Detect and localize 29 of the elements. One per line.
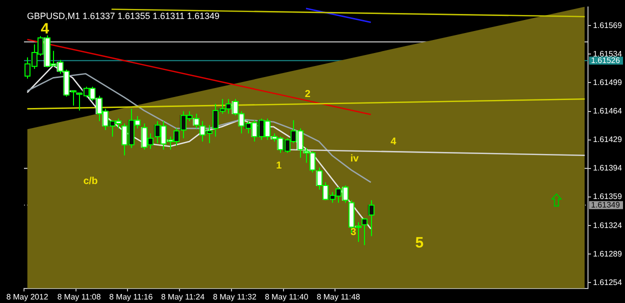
y-tick-label: 1.61534 <box>593 49 622 58</box>
y-tick-label: 1.61499 <box>593 78 622 87</box>
y-tick-label: 1.61324 <box>593 220 622 230</box>
x-tick-label: 8 May 11:24 <box>161 292 206 302</box>
annotation: 5 <box>415 234 424 252</box>
y-tick-label: 1.61289 <box>593 249 622 258</box>
annotation: 1 <box>276 160 282 172</box>
annotation: 4 <box>40 20 50 38</box>
y-tick-label: 1.61359 <box>593 192 622 202</box>
x-tick-label: 8 May 11:32 <box>212 292 257 302</box>
annotation: c/b <box>83 176 98 188</box>
candlestick <box>362 218 368 246</box>
y-tick-label: 1.61394 <box>593 164 622 173</box>
x-tick-label: 8 May 11:48 <box>316 292 361 302</box>
x-tick-label: 8 May 2012 <box>6 292 49 302</box>
y-tick-label: 1.61254 <box>593 278 622 287</box>
x-tick-label: 8 May 11:08 <box>57 292 102 302</box>
x-tick-label: 8 May 11:16 <box>109 292 154 302</box>
x-tick-label: 8 May 11:40 <box>264 292 309 302</box>
y-tick-label: 1.61569 <box>593 20 622 30</box>
annotation: 3 <box>350 226 357 238</box>
chart-title: GBPUSD,M1 1.61337 1.61355 1.61311 1.61349 <box>27 10 220 21</box>
y-tick-label: 1.61464 <box>593 106 622 116</box>
ref-line-label: 1.61349 <box>591 200 620 210</box>
annotation: 4 <box>390 136 397 148</box>
annotation: 2 <box>304 88 311 100</box>
annotation: iv <box>350 154 360 165</box>
ref-line-label: 1.61526 <box>591 56 620 65</box>
y-tick-label: 1.61429 <box>593 135 622 144</box>
